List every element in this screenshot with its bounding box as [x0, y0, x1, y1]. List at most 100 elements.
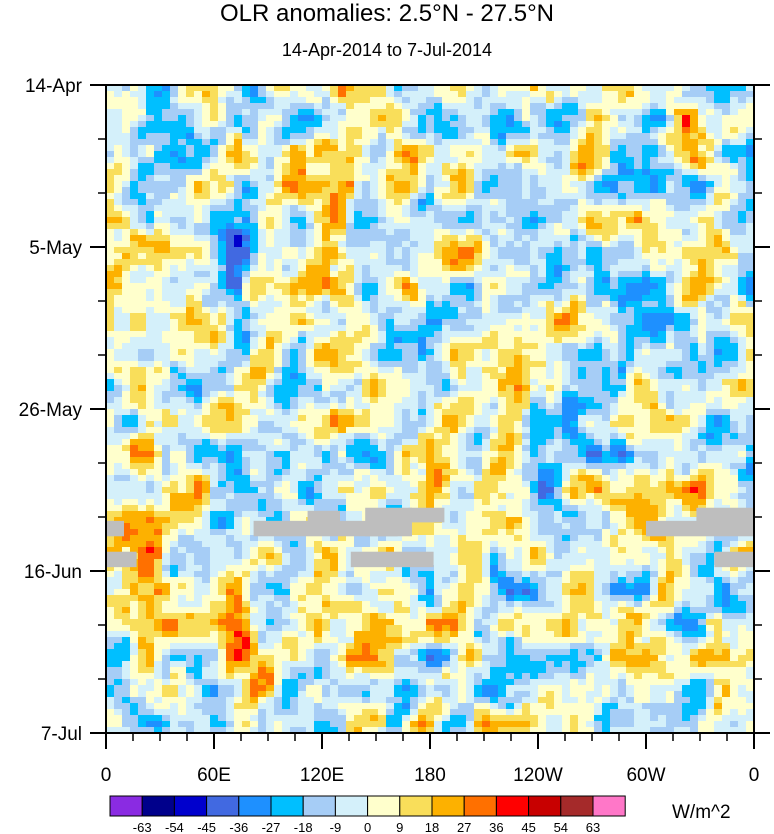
- field-cell: [258, 337, 267, 344]
- field-cell: [242, 517, 251, 524]
- field-cell: [410, 607, 419, 614]
- field-cell: [402, 631, 411, 638]
- field-cell: [498, 181, 523, 188]
- field-cell: [482, 463, 491, 470]
- field-cell: [634, 451, 659, 458]
- field-cell: [234, 205, 243, 212]
- field-cell: [682, 643, 699, 650]
- field-cell: [154, 643, 171, 650]
- field-cell: [530, 211, 539, 218]
- field-cell: [562, 163, 571, 170]
- field-cell: [474, 427, 491, 434]
- field-cell: [442, 613, 459, 620]
- field-cell: [674, 505, 683, 512]
- field-cell: [186, 367, 211, 374]
- field-cell: [290, 601, 299, 608]
- field-cell: [682, 157, 691, 164]
- field-cell: [274, 139, 291, 146]
- field-cell: [402, 541, 427, 548]
- field-cell: [498, 625, 515, 632]
- field-cell: [578, 547, 587, 554]
- field-cell: [218, 439, 227, 446]
- field-cell: [490, 115, 507, 122]
- field-cell: [362, 271, 371, 278]
- field-cell: [226, 337, 235, 344]
- field-cell: [458, 613, 467, 620]
- field-cell: [594, 643, 611, 650]
- field-cell: [330, 613, 339, 620]
- field-cell: [138, 499, 147, 506]
- field-cell: [466, 427, 475, 434]
- field-cell: [738, 643, 754, 650]
- field-cell: [650, 271, 667, 278]
- field-cell: [594, 199, 603, 206]
- field-cell: [626, 457, 635, 464]
- field-cell: [210, 397, 219, 404]
- field-row: [106, 487, 754, 494]
- field-cell: [746, 451, 754, 458]
- field-cell: [130, 175, 139, 182]
- field-cell: [258, 625, 267, 632]
- field-cell: [114, 571, 123, 578]
- field-cell: [234, 451, 243, 458]
- field-cell: [130, 235, 147, 242]
- field-cell: [362, 577, 371, 584]
- field-cell: [330, 451, 339, 458]
- field-cell: [106, 349, 115, 356]
- field-cell: [338, 571, 347, 578]
- field-cell: [594, 577, 611, 584]
- field-cell: [634, 481, 651, 488]
- field-cell: [162, 109, 195, 116]
- field-cell: [602, 331, 619, 338]
- field-cell: [690, 163, 699, 170]
- field-cell: [530, 571, 539, 578]
- field-cell: [258, 211, 283, 218]
- field-cell: [322, 487, 339, 494]
- field-cell: [282, 409, 291, 416]
- field-cell: [690, 571, 699, 578]
- field-cell: [138, 217, 147, 224]
- field-cell: [634, 91, 651, 98]
- field-cell: [634, 121, 643, 128]
- field-cell: [314, 133, 331, 140]
- field-cell: [266, 379, 275, 386]
- field-cell: [322, 601, 331, 608]
- field-cell: [370, 397, 379, 404]
- field-cell: [362, 265, 371, 272]
- field-cell: [578, 649, 587, 656]
- field-cell: [170, 529, 179, 536]
- field-cell: [378, 397, 403, 404]
- field-cell: [114, 247, 155, 254]
- field-cell: [242, 631, 251, 638]
- field-cell: [522, 607, 563, 614]
- field-cell: [458, 469, 467, 476]
- field-cell: [330, 361, 339, 368]
- field-cell: [618, 97, 627, 104]
- field-cell: [362, 163, 387, 170]
- field-cell: [626, 529, 635, 536]
- field-cell: [706, 403, 723, 410]
- field-cell: [154, 349, 171, 356]
- field-cell: [354, 595, 379, 602]
- field-cell: [498, 397, 507, 404]
- field-row: [106, 181, 754, 188]
- field-cell: [570, 235, 579, 242]
- field-cell: [346, 625, 363, 632]
- field-cell: [418, 145, 435, 152]
- field-cell: [706, 97, 715, 104]
- field-cell: [546, 565, 571, 572]
- field-cell: [186, 661, 195, 668]
- field-cell: [666, 223, 699, 230]
- field-cell: [378, 295, 395, 302]
- field-cell: [498, 163, 507, 170]
- field-cell: [474, 421, 491, 428]
- field-cell: [402, 97, 411, 104]
- field-cell: [722, 565, 731, 572]
- field-cell: [218, 391, 227, 398]
- field-cell: [442, 355, 451, 362]
- field-cell: [402, 355, 419, 362]
- field-cell: [330, 577, 347, 584]
- field-cell: [546, 343, 563, 350]
- field-cell: [154, 205, 195, 212]
- field-cell: [506, 505, 523, 512]
